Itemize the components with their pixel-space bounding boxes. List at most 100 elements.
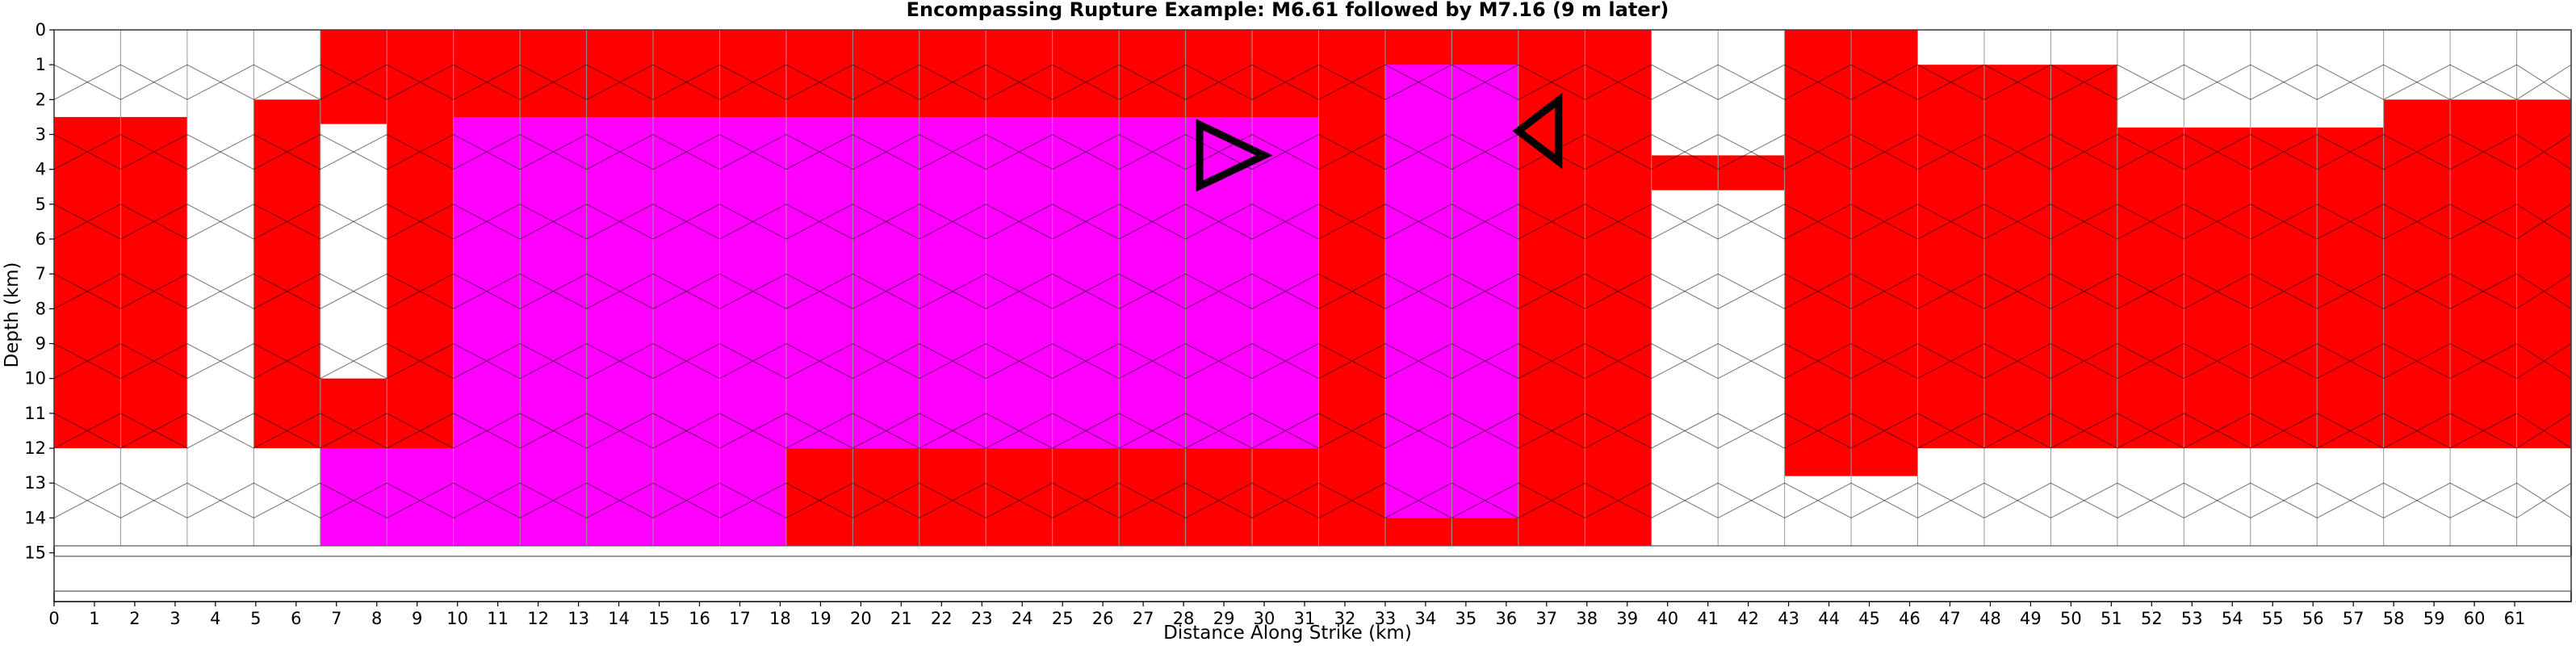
x-tick-label: 61 (2504, 609, 2526, 628)
mesh-diagonal (1384, 134, 1452, 170)
mesh-diagonal (2516, 413, 2572, 449)
mesh-diagonal (2250, 134, 2318, 170)
mesh-diagonal (1518, 203, 1585, 240)
mesh-diagonal (919, 134, 986, 170)
mesh-diagonal (986, 343, 1053, 380)
x-tick-label: 26 (1092, 609, 1114, 628)
mesh-diagonal (785, 64, 853, 100)
mesh-diagonal (1983, 64, 2051, 100)
mesh-diagonal (120, 273, 188, 309)
mesh-diagonal (120, 203, 188, 240)
y-tick-label: 0 (36, 20, 46, 40)
chart-title: Encompassing Rupture Example: M6.61 foll… (907, 0, 1669, 21)
mesh-diagonal (53, 134, 121, 170)
mesh-diagonal (1118, 134, 1186, 170)
y-tick-label: 13 (24, 473, 46, 493)
x-tick-label: 22 (931, 609, 953, 628)
mesh-diagonal (120, 413, 188, 449)
y-tick-label: 15 (24, 543, 46, 563)
x-tick-label: 36 (1495, 609, 1517, 628)
mesh-diagonal (1983, 273, 2051, 309)
mesh-diagonal (1185, 343, 1253, 380)
mesh-diagonal (1585, 273, 1652, 309)
mesh-diagonal (2316, 482, 2384, 518)
mesh-diagonal (1118, 64, 1186, 100)
mesh-diagonal (387, 273, 454, 309)
mesh-diagonal (186, 203, 254, 240)
mesh-diagonal (2449, 64, 2517, 100)
mesh-diagonal (719, 482, 787, 518)
mesh-diagonal (519, 273, 587, 309)
mesh-diagonal (1185, 273, 1253, 309)
mesh-diagonal (53, 343, 121, 380)
x-tick-label: 18 (769, 609, 791, 628)
mesh-diagonal (2316, 134, 2384, 170)
plot-frame (53, 29, 2572, 602)
mesh-diagonal (719, 134, 787, 170)
mesh-diagonal (2516, 482, 2572, 518)
mesh-diagonal (652, 273, 720, 309)
mesh-diagonal (1651, 203, 1719, 240)
mesh-diagonal (2050, 413, 2118, 449)
mesh-diagonal (1518, 482, 1585, 518)
mesh-diagonal (2316, 64, 2384, 100)
mesh-diagonal (2383, 64, 2451, 100)
mesh-diagonal (453, 413, 521, 449)
mesh-diagonal (652, 343, 720, 380)
y-tick-label: 2 (36, 90, 46, 109)
mesh-diagonal (2449, 134, 2517, 170)
x-tick-label: 43 (1778, 609, 1799, 628)
mesh-diagonal (986, 273, 1053, 309)
y-tick-label: 10 (24, 369, 46, 388)
mesh-diagonal (2184, 482, 2251, 518)
triangle-right-marker (1196, 119, 1273, 192)
mesh-diagonal (253, 64, 321, 100)
x-tick-label: 17 (729, 609, 751, 628)
x-tick-label: 24 (1012, 609, 1033, 628)
x-tick-label: 23 (971, 609, 993, 628)
mesh-diagonal (53, 413, 121, 449)
mesh-diagonal (519, 64, 587, 100)
x-tick-label: 40 (1657, 609, 1678, 628)
mesh-diagonal (652, 413, 720, 449)
x-tick-label: 46 (1899, 609, 1920, 628)
mesh-diagonal (387, 413, 454, 449)
mesh-diagonal (1983, 482, 2051, 518)
mesh-diagonal (186, 482, 254, 518)
mesh-diagonal (1251, 134, 1319, 170)
mesh-diagonal (1318, 343, 1386, 380)
x-tick-label: 12 (527, 609, 549, 628)
mesh-diagonal (919, 343, 986, 380)
mesh-diagonal (320, 203, 387, 240)
mesh-diagonal (1784, 482, 1852, 518)
mesh-diagonal (1052, 343, 1120, 380)
mesh-diagonal (2250, 482, 2318, 518)
y-tick-label: 9 (36, 334, 46, 354)
x-tick-label: 53 (2181, 609, 2203, 628)
mesh-diagonal (2316, 203, 2384, 240)
x-tick-label: 21 (890, 609, 912, 628)
mesh-diagonal (785, 203, 853, 240)
mesh-diagonal (2050, 64, 2118, 100)
mesh-diagonal (453, 343, 521, 380)
mesh-diagonal (1118, 343, 1186, 380)
mesh-diagonal (519, 343, 587, 380)
mesh-diagonal (2184, 413, 2251, 449)
mesh-diagonal (1052, 482, 1120, 518)
x-tick-label: 11 (487, 609, 509, 628)
hypocenter-markers (1196, 93, 1563, 192)
x-tick-label: 6 (291, 609, 301, 628)
mesh-diagonal (2117, 343, 2184, 380)
mesh-diagonal (387, 343, 454, 380)
x-axis-ticks: 0 1 2 3 4 5 6 7 8 9 10 11 12 13 14 15 16 17 18 19 20 21 22 23 24… (48, 602, 2525, 628)
mesh-diagonal (1451, 273, 1519, 309)
mesh-diagonal (652, 203, 720, 240)
mesh-diagonal (1717, 134, 1785, 170)
mesh-diagonal (1850, 413, 1918, 449)
mesh-diagonal (1585, 134, 1652, 170)
mesh-diagonal (586, 482, 654, 518)
mesh-diagonal (852, 203, 920, 240)
x-tick-label: 42 (1737, 609, 1759, 628)
mesh-diagonal (2184, 343, 2251, 380)
